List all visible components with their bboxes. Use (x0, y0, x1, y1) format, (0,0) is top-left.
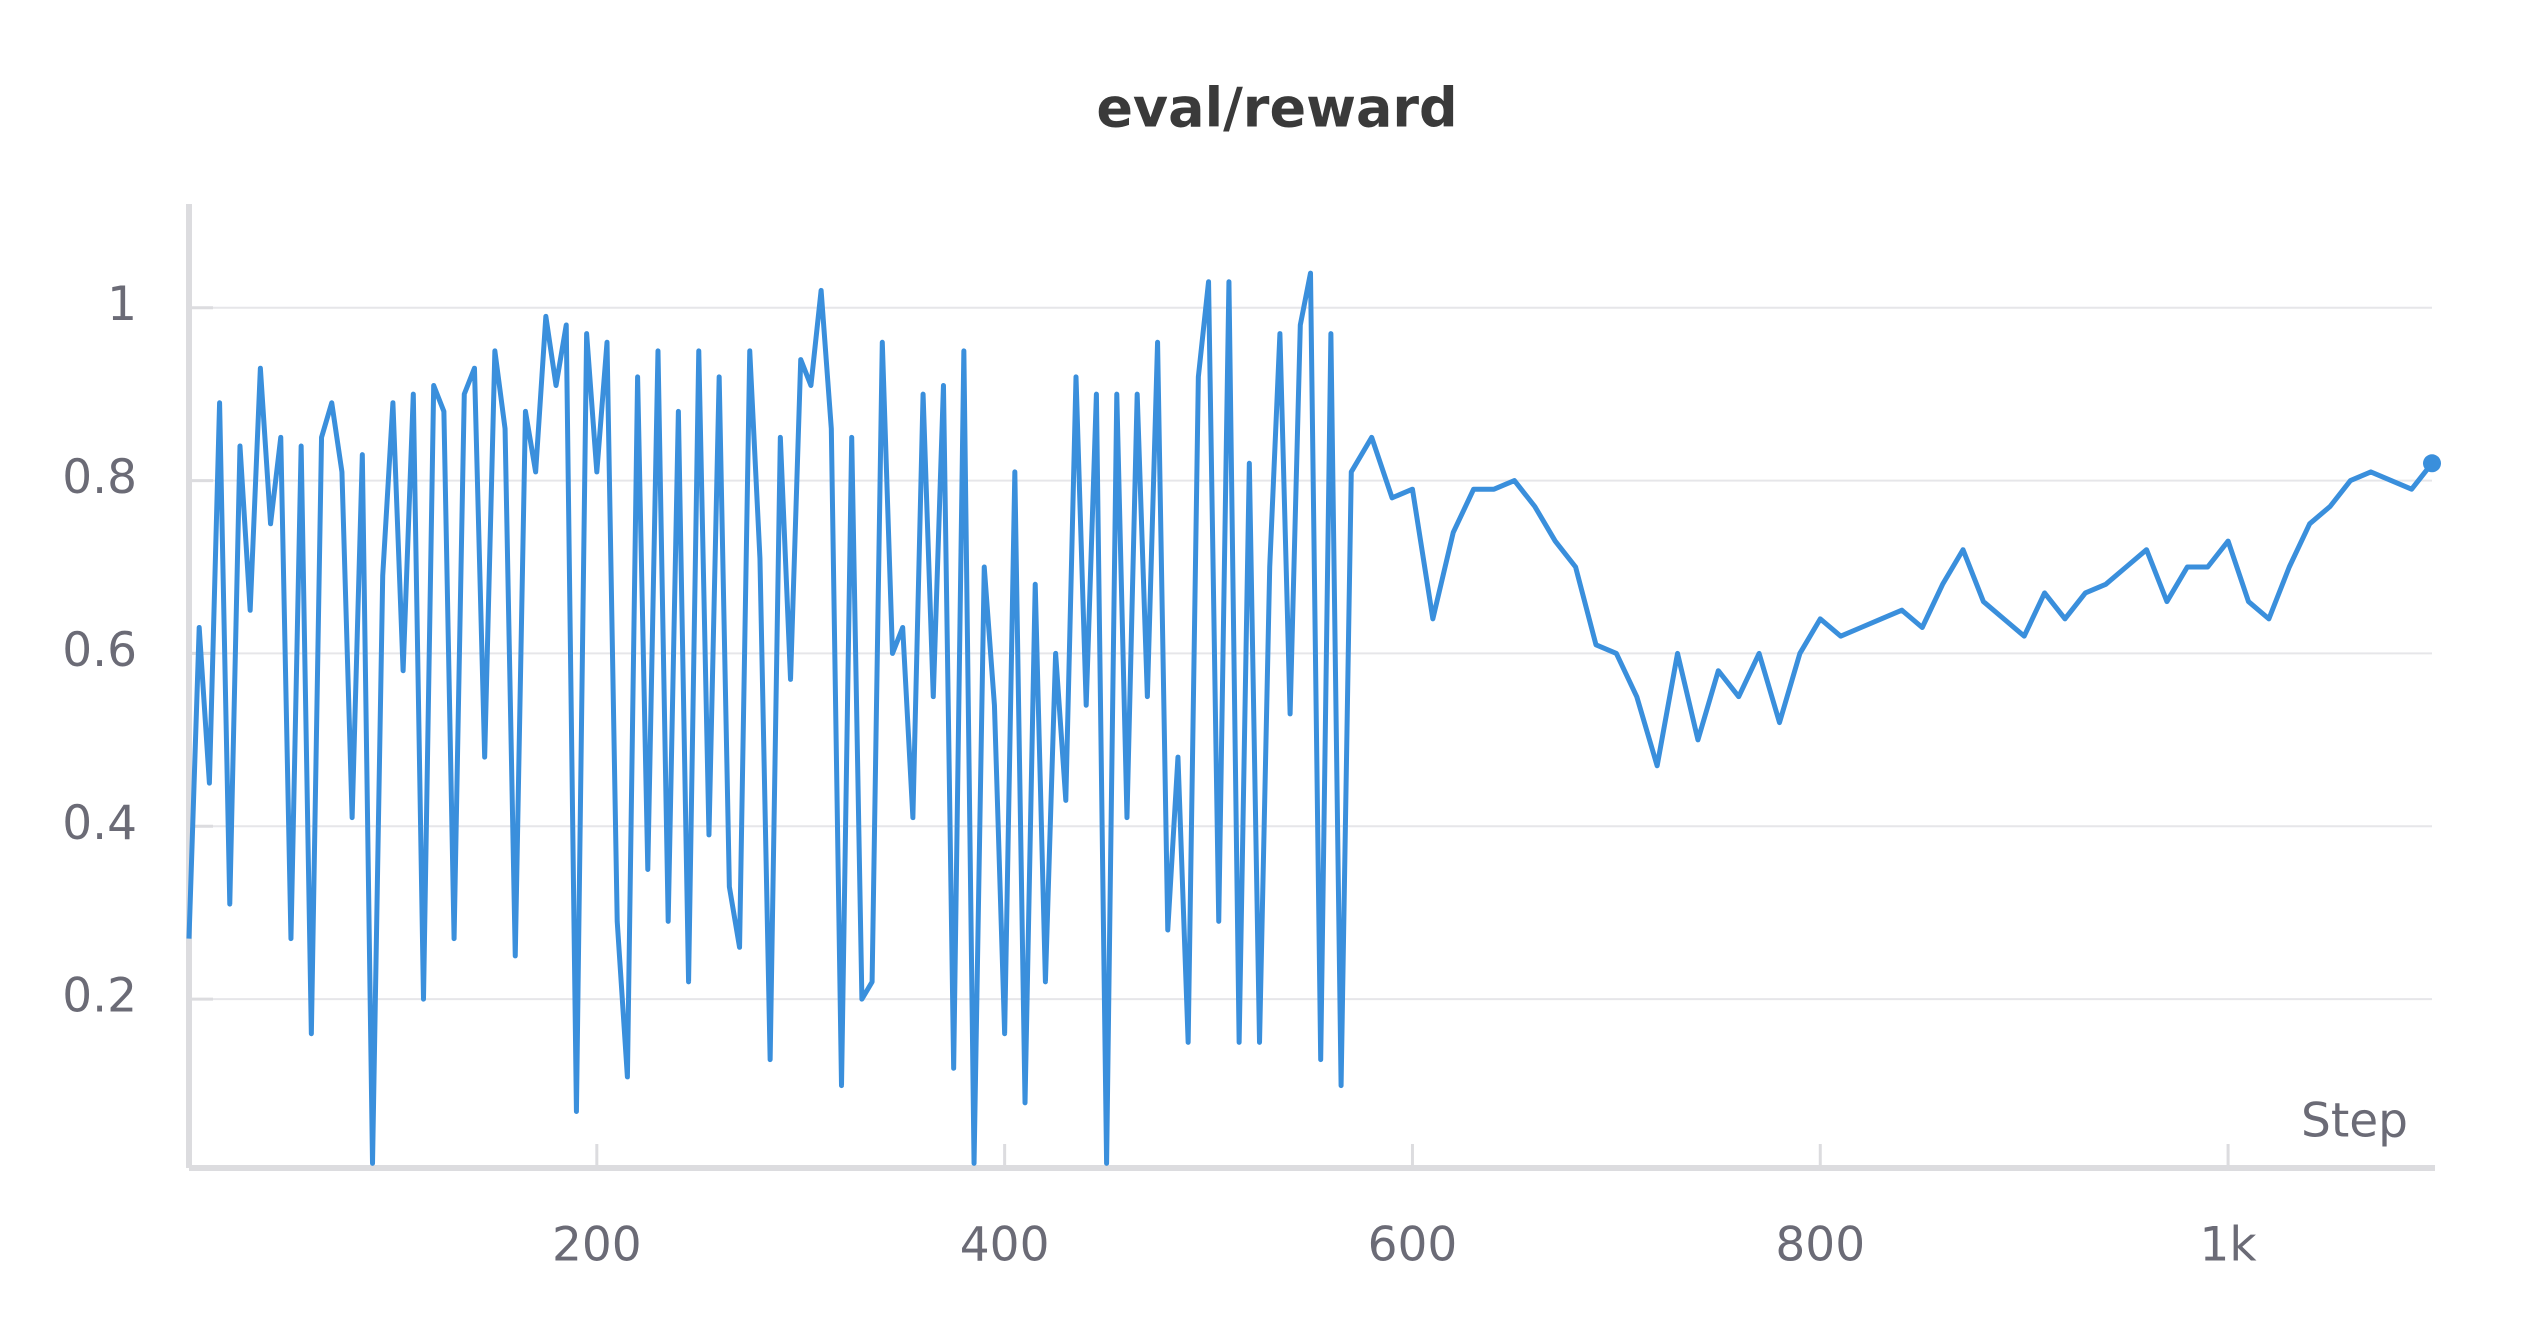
y-tick-label: 1 (107, 277, 137, 332)
chart-title: eval/reward (1096, 77, 1457, 140)
x-axis-label: Step (2301, 1094, 2408, 1149)
y-tick-label: 0.2 (62, 969, 137, 1024)
x-tick-label: 600 (1368, 1218, 1458, 1273)
x-tick-label: 400 (960, 1218, 1050, 1273)
x-tick-label: 1k (2200, 1218, 2258, 1273)
x-tick-label: 200 (552, 1218, 642, 1273)
x-tick-label: 800 (1775, 1218, 1865, 1273)
line-series (186, 270, 2434, 1166)
y-tick-label: 0.8 (62, 450, 137, 505)
y-tick-label: 0.4 (62, 796, 137, 851)
last-point (2423, 454, 2441, 473)
y-tick-label: 0.6 (62, 623, 137, 678)
